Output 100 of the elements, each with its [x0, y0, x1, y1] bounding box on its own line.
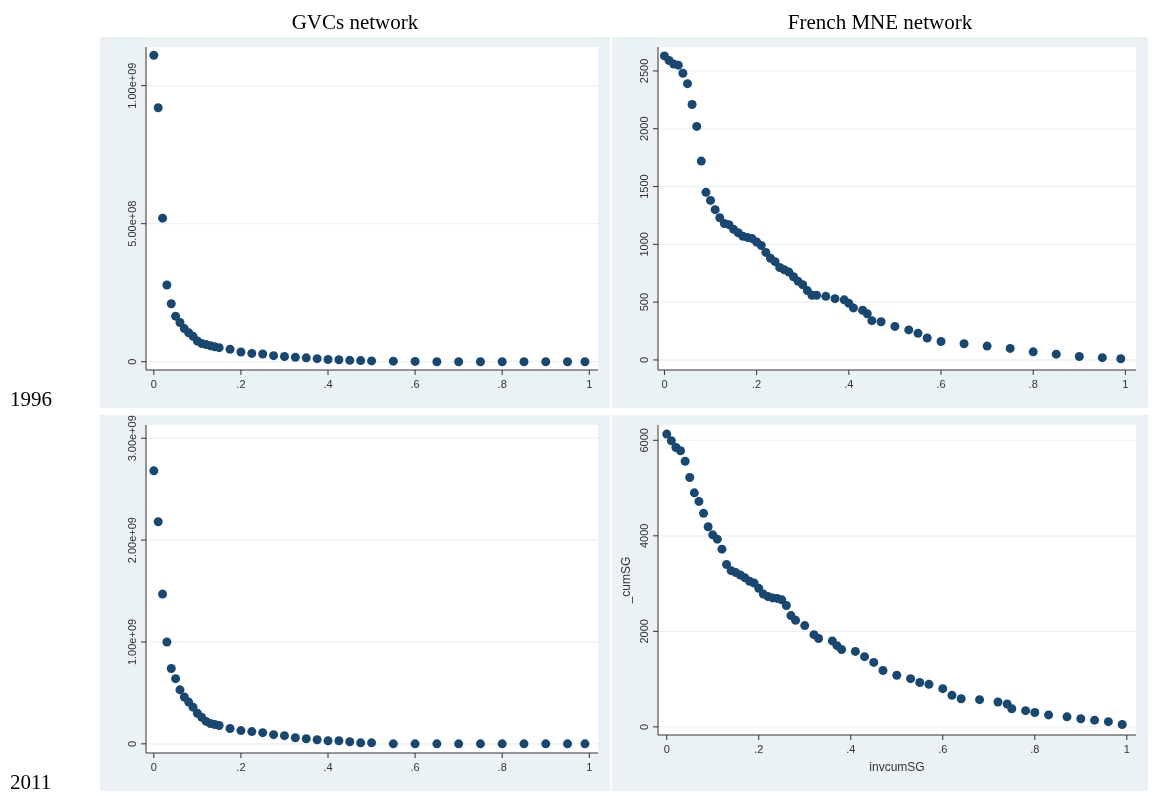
point	[666, 436, 676, 446]
x-tick-label: .2	[754, 743, 764, 755]
x-tick-label: 0	[150, 761, 157, 773]
y-tick-label: 4000	[638, 523, 650, 549]
point	[701, 187, 711, 197]
point	[162, 280, 172, 290]
x-tick-label: .2	[236, 761, 246, 773]
point	[1005, 343, 1015, 353]
point	[1076, 714, 1086, 724]
point	[722, 559, 732, 569]
point	[890, 321, 900, 331]
point	[1030, 708, 1040, 718]
point	[166, 663, 176, 673]
point	[712, 534, 722, 544]
point	[906, 674, 916, 684]
point	[158, 589, 168, 599]
point	[936, 336, 946, 346]
point	[580, 739, 590, 749]
point	[171, 311, 181, 321]
point	[225, 344, 235, 354]
point	[706, 195, 716, 205]
x-tick-label: .4	[323, 761, 333, 773]
point	[959, 339, 969, 349]
point	[756, 240, 766, 250]
point	[388, 356, 398, 366]
point	[848, 303, 858, 313]
x-tick-label: .6	[410, 761, 420, 773]
y-tick-label: 2.00e+09	[126, 517, 138, 564]
point	[345, 737, 355, 747]
chart-title: French MNE network	[787, 10, 973, 34]
point	[1074, 351, 1084, 361]
y-tick-label: 0	[638, 723, 650, 730]
x-tick-label: 0	[663, 743, 670, 755]
point	[915, 677, 925, 687]
point	[685, 473, 695, 483]
y-tick-label: 2000	[638, 619, 650, 644]
chart-title: GVCs network	[291, 10, 419, 34]
x-tick-label: 1	[1122, 378, 1129, 390]
y-tick-label: 5.00e+08	[126, 200, 138, 247]
point	[541, 739, 551, 749]
point	[687, 99, 697, 109]
point	[236, 726, 246, 736]
point	[975, 695, 985, 705]
point	[236, 347, 246, 357]
point	[781, 601, 791, 611]
point	[258, 728, 268, 738]
point	[563, 739, 573, 749]
point	[410, 356, 420, 366]
point	[541, 357, 551, 367]
x-tick-label: 1	[586, 378, 593, 390]
point	[922, 333, 932, 343]
point	[269, 730, 279, 740]
y-tick-label: 1000	[638, 232, 650, 257]
point	[497, 357, 507, 367]
x-axis-title: invcumSG	[869, 760, 925, 774]
point	[388, 739, 398, 749]
point	[982, 341, 992, 351]
y-tick-label: 3.00e+09	[126, 415, 138, 462]
point	[1103, 717, 1113, 727]
point	[312, 735, 322, 745]
point	[876, 317, 886, 327]
x-tick-label: .2	[236, 378, 246, 390]
x-tick-label: .4	[846, 743, 856, 755]
point	[345, 355, 355, 365]
point	[694, 496, 704, 506]
point	[821, 291, 831, 301]
point	[1117, 719, 1127, 729]
point	[519, 357, 529, 367]
point	[956, 694, 966, 704]
point	[356, 356, 366, 366]
point	[158, 213, 168, 223]
y-tick-label: 2000	[638, 116, 650, 141]
point	[680, 456, 690, 466]
point	[1044, 710, 1054, 720]
point	[1097, 353, 1107, 363]
point	[475, 739, 485, 749]
y-tick-label: 1.00e+09	[126, 62, 138, 109]
point	[1116, 354, 1126, 364]
text: 1996	[10, 387, 52, 411]
y-axis-title: _cumSG	[619, 556, 633, 605]
point	[312, 354, 322, 364]
point	[1090, 715, 1100, 725]
x-tick-label: .4	[844, 378, 854, 390]
x-tick-label: .4	[323, 378, 333, 390]
point	[913, 328, 923, 338]
point	[454, 739, 464, 749]
point	[247, 727, 257, 737]
point	[580, 357, 590, 367]
point	[334, 736, 344, 746]
point	[1021, 706, 1031, 716]
x-tick-label: 1	[1123, 743, 1130, 755]
point	[171, 674, 181, 684]
point	[367, 738, 377, 748]
point	[867, 316, 877, 326]
point	[814, 634, 824, 644]
point	[1051, 349, 1061, 359]
y-tick-label: 0	[126, 358, 138, 365]
point	[692, 121, 702, 131]
point	[1062, 712, 1072, 722]
point	[703, 522, 713, 532]
